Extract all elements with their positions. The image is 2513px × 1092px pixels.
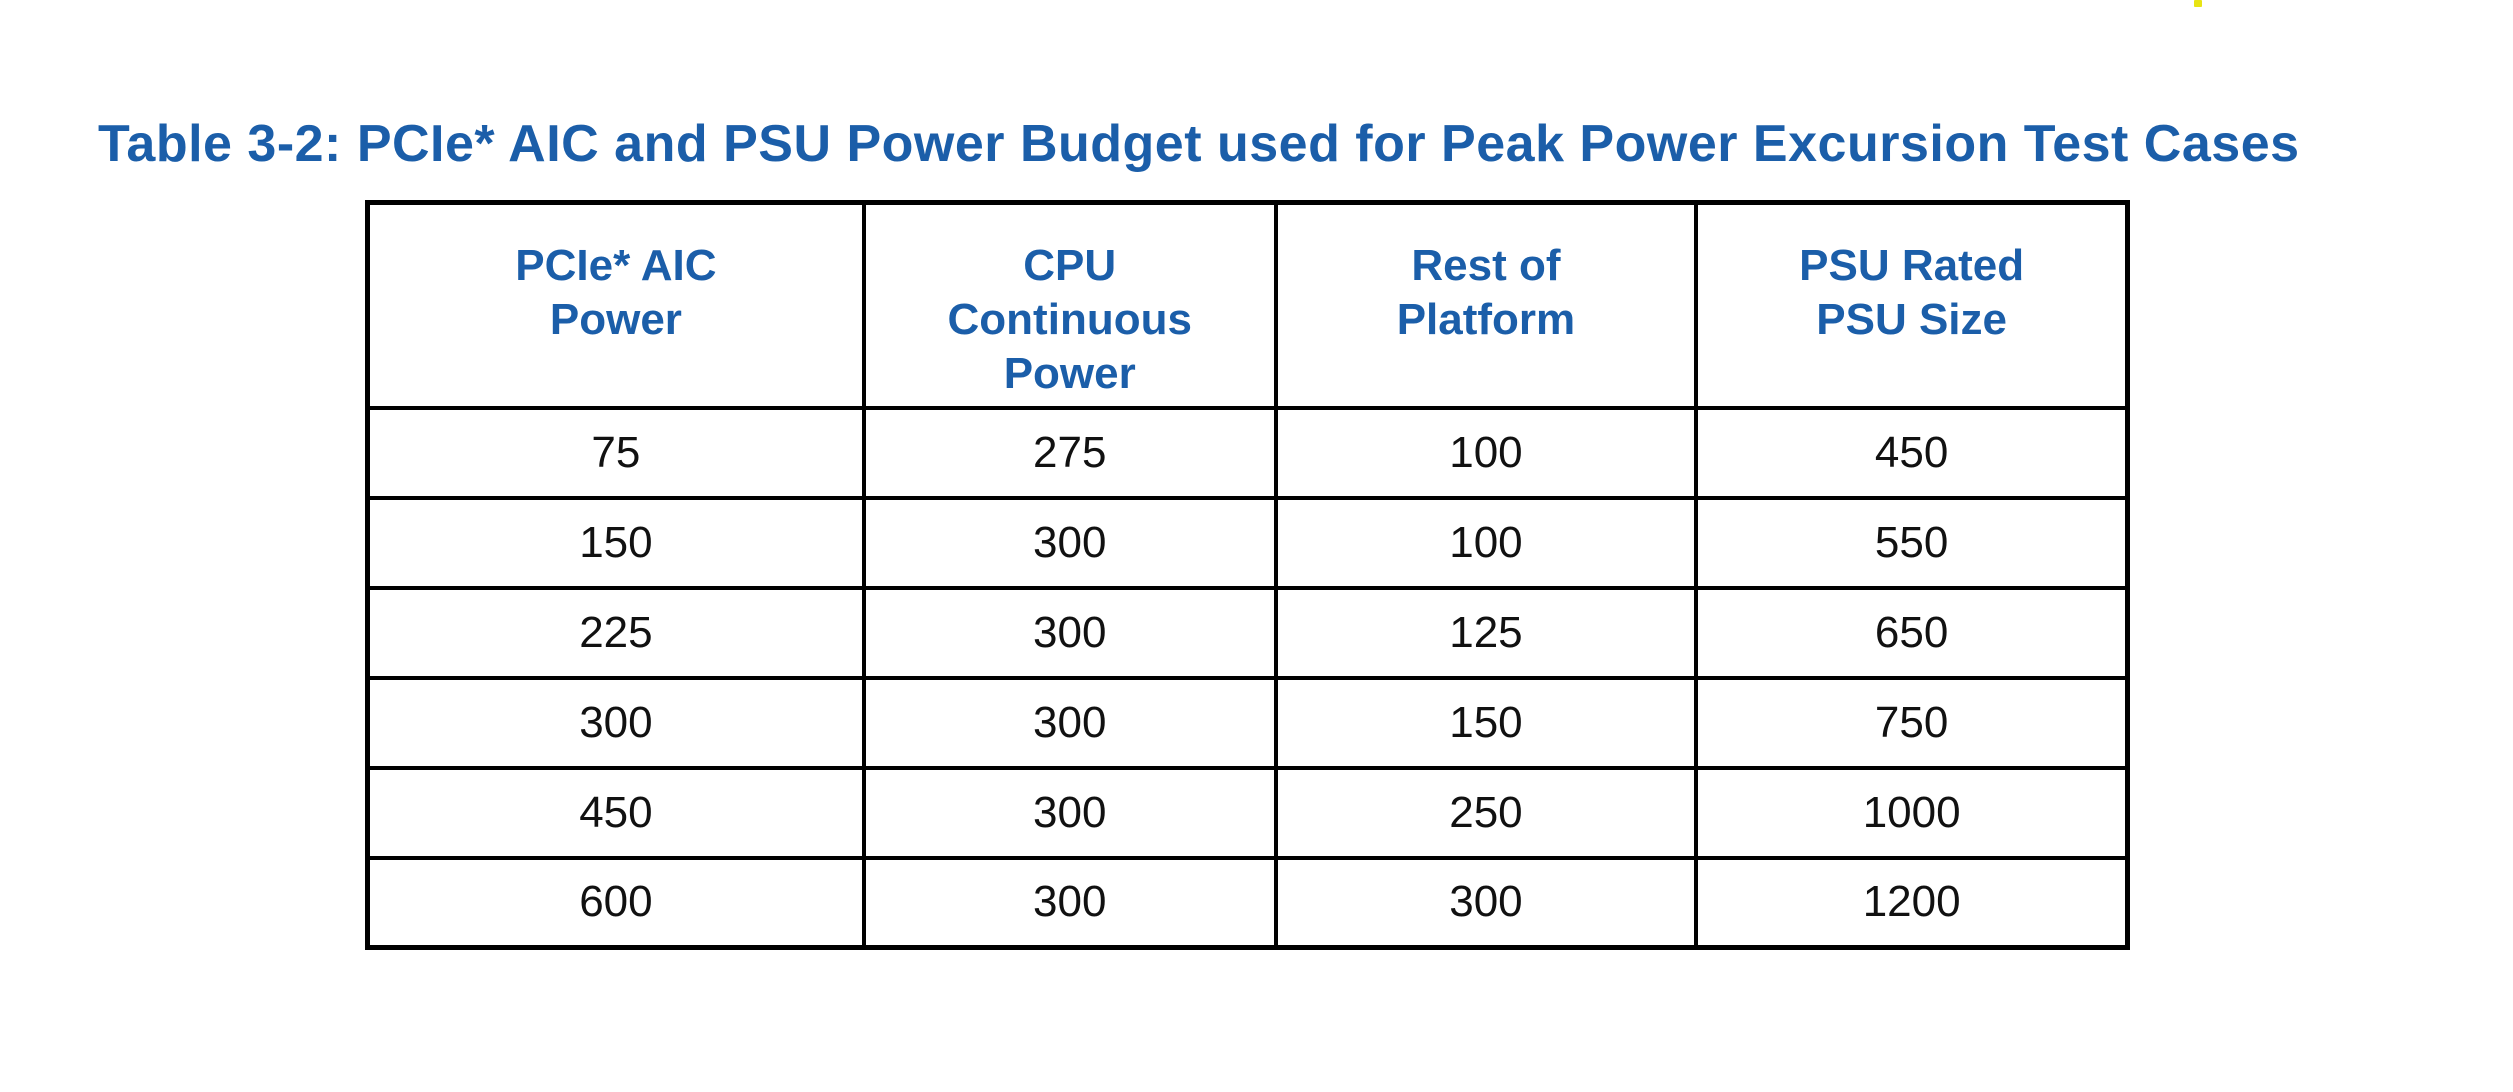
table-cell: 450 [1694, 405, 2130, 500]
table-body: 75 275 100 450 150 300 100 550 225 300 125 650 300 30… [365, 405, 2130, 950]
column-header-line: Rest of [1411, 241, 1561, 290]
table-cell: 100 [1273, 495, 1699, 590]
table-row: 75 275 100 450 [365, 405, 2130, 500]
table-cell: 150 [365, 495, 866, 590]
table-cell: 300 [1273, 855, 1699, 950]
table-cell: 250 [1273, 765, 1699, 860]
table-row: 450 300 250 1000 [365, 765, 2130, 860]
table-caption: Table 3-2: PCIe* AIC and PSU Power Budge… [98, 115, 2300, 173]
highlight-artifact [2194, 0, 2202, 7]
table-cell: 125 [1273, 585, 1699, 680]
column-header-line: PSU Size [1816, 295, 2007, 344]
table-row: 225 300 125 650 [365, 585, 2130, 680]
table-cell: 75 [365, 405, 866, 500]
table-cell: 300 [861, 495, 1278, 590]
table-row: 300 300 150 750 [365, 675, 2130, 770]
column-header-line: Platform [1396, 295, 1576, 344]
power-budget-table: PCIe* AIC Power CPU Continuous Power Rest of P… [365, 200, 2130, 950]
table-cell: 300 [861, 855, 1278, 950]
table-header: PCIe* AIC Power CPU Continuous Power Rest of P… [365, 200, 2130, 410]
table-cell: 1000 [1694, 765, 2130, 860]
table-cell: 550 [1694, 495, 2130, 590]
table-cell: 650 [1694, 585, 2130, 680]
column-header-line: PCIe* AIC [515, 241, 717, 290]
column-header-psu-rated-psu-size: PSU Rated PSU Size [1694, 200, 2130, 410]
column-header-line: CPU [1023, 241, 1117, 290]
table-cell: 1200 [1694, 855, 2130, 950]
table-row: 150 300 100 550 [365, 495, 2130, 590]
column-header-cpu-continuous-power: CPU Continuous Power [861, 200, 1278, 410]
table-cell: 600 [365, 855, 866, 950]
column-header-line: Power [549, 295, 682, 344]
table-row: 600 300 300 1200 [365, 855, 2130, 950]
table-cell: 300 [861, 585, 1278, 680]
column-header-line: Power [1003, 349, 1136, 398]
table-cell: 225 [365, 585, 866, 680]
column-header-line: PSU Rated [1799, 241, 2025, 290]
table-cell: 100 [1273, 405, 1699, 500]
table-cell: 300 [861, 675, 1278, 770]
table-cell: 300 [365, 675, 866, 770]
table-cell: 750 [1694, 675, 2130, 770]
table-header-row: PCIe* AIC Power CPU Continuous Power Rest of P… [365, 200, 2130, 410]
column-header-rest-of-platform: Rest of Platform [1273, 200, 1699, 410]
table-cell: 450 [365, 765, 866, 860]
table-cell: 150 [1273, 675, 1699, 770]
column-header-line: Continuous [947, 295, 1192, 344]
column-header-pcie-aic-power: PCIe* AIC Power [365, 200, 866, 410]
table-cell: 300 [861, 765, 1278, 860]
table-cell: 275 [861, 405, 1278, 500]
